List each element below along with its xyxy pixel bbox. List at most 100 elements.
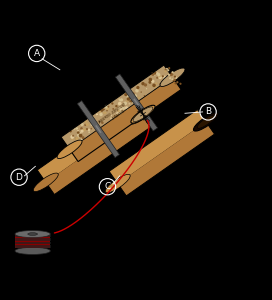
Circle shape bbox=[166, 68, 168, 70]
Circle shape bbox=[127, 96, 129, 98]
Circle shape bbox=[130, 92, 132, 94]
Circle shape bbox=[132, 102, 134, 103]
Circle shape bbox=[175, 76, 177, 79]
Circle shape bbox=[120, 98, 123, 101]
Circle shape bbox=[149, 81, 152, 84]
Circle shape bbox=[75, 137, 77, 140]
Circle shape bbox=[174, 82, 177, 84]
Circle shape bbox=[71, 135, 73, 137]
Circle shape bbox=[73, 128, 76, 130]
Circle shape bbox=[71, 137, 73, 139]
Circle shape bbox=[81, 130, 84, 133]
Circle shape bbox=[84, 124, 86, 126]
Circle shape bbox=[118, 107, 122, 111]
Ellipse shape bbox=[193, 112, 218, 131]
Circle shape bbox=[155, 82, 157, 85]
Circle shape bbox=[168, 74, 170, 76]
Polygon shape bbox=[37, 103, 142, 182]
Circle shape bbox=[129, 100, 130, 102]
Circle shape bbox=[157, 73, 160, 76]
Ellipse shape bbox=[105, 174, 130, 193]
Circle shape bbox=[149, 78, 152, 81]
Circle shape bbox=[152, 84, 156, 87]
Circle shape bbox=[69, 130, 72, 133]
Circle shape bbox=[132, 94, 134, 96]
Ellipse shape bbox=[197, 116, 215, 128]
Circle shape bbox=[171, 74, 173, 76]
Circle shape bbox=[101, 108, 104, 111]
Circle shape bbox=[152, 86, 153, 87]
Circle shape bbox=[127, 97, 130, 101]
Circle shape bbox=[173, 79, 175, 81]
Circle shape bbox=[131, 97, 135, 101]
Circle shape bbox=[159, 76, 162, 79]
Circle shape bbox=[118, 98, 120, 100]
Circle shape bbox=[93, 121, 96, 124]
Circle shape bbox=[82, 136, 85, 139]
Circle shape bbox=[158, 74, 159, 75]
Circle shape bbox=[130, 95, 131, 97]
Circle shape bbox=[86, 128, 88, 130]
Circle shape bbox=[103, 109, 105, 110]
Circle shape bbox=[164, 70, 166, 73]
Circle shape bbox=[105, 105, 108, 109]
Circle shape bbox=[77, 134, 80, 136]
Circle shape bbox=[131, 99, 134, 102]
Circle shape bbox=[131, 92, 135, 96]
Polygon shape bbox=[115, 74, 157, 131]
Circle shape bbox=[83, 128, 86, 131]
Circle shape bbox=[124, 93, 127, 96]
Circle shape bbox=[103, 112, 105, 114]
Circle shape bbox=[123, 99, 124, 100]
Circle shape bbox=[119, 99, 122, 101]
Circle shape bbox=[118, 102, 122, 106]
Circle shape bbox=[165, 69, 167, 71]
Ellipse shape bbox=[133, 107, 153, 122]
Circle shape bbox=[156, 73, 157, 75]
Circle shape bbox=[171, 72, 173, 74]
Circle shape bbox=[153, 73, 156, 76]
Circle shape bbox=[174, 79, 176, 81]
Circle shape bbox=[104, 112, 106, 114]
Circle shape bbox=[180, 83, 182, 85]
Circle shape bbox=[135, 89, 139, 92]
Circle shape bbox=[79, 134, 82, 137]
Text: C: C bbox=[104, 182, 110, 191]
Circle shape bbox=[106, 110, 108, 111]
Circle shape bbox=[106, 107, 109, 110]
Circle shape bbox=[130, 100, 133, 102]
Polygon shape bbox=[15, 234, 50, 248]
Circle shape bbox=[110, 117, 112, 119]
Circle shape bbox=[118, 110, 120, 112]
Circle shape bbox=[93, 122, 95, 124]
Ellipse shape bbox=[33, 173, 58, 191]
Circle shape bbox=[76, 127, 78, 130]
Circle shape bbox=[171, 78, 174, 81]
Circle shape bbox=[168, 67, 170, 69]
Circle shape bbox=[167, 69, 169, 71]
Circle shape bbox=[81, 138, 83, 141]
Ellipse shape bbox=[15, 248, 50, 254]
Circle shape bbox=[97, 115, 98, 116]
Circle shape bbox=[86, 123, 89, 126]
Circle shape bbox=[78, 135, 80, 137]
Circle shape bbox=[159, 83, 161, 85]
Ellipse shape bbox=[28, 233, 38, 236]
Circle shape bbox=[118, 111, 122, 114]
Circle shape bbox=[176, 81, 178, 83]
Circle shape bbox=[75, 137, 79, 140]
Circle shape bbox=[81, 123, 84, 126]
Circle shape bbox=[95, 124, 97, 126]
Circle shape bbox=[162, 75, 164, 77]
Circle shape bbox=[91, 128, 92, 130]
Circle shape bbox=[112, 108, 114, 110]
Circle shape bbox=[99, 111, 101, 113]
Polygon shape bbox=[61, 65, 172, 149]
Circle shape bbox=[80, 127, 83, 130]
Circle shape bbox=[146, 88, 147, 89]
Circle shape bbox=[172, 79, 174, 82]
Ellipse shape bbox=[57, 140, 82, 159]
Ellipse shape bbox=[160, 68, 185, 86]
Circle shape bbox=[125, 101, 127, 102]
Circle shape bbox=[88, 129, 90, 131]
